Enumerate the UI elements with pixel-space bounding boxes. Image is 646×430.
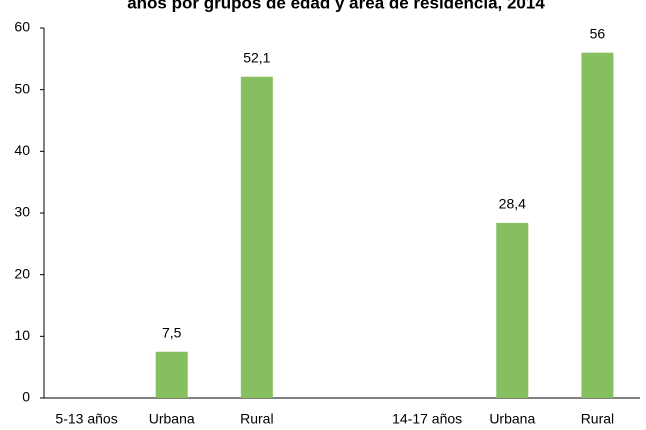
y-tick-label: 50 <box>14 80 30 96</box>
bar <box>155 351 188 398</box>
y-tick-label: 30 <box>14 204 30 220</box>
data-label: 28,4 <box>499 196 526 212</box>
x-tick-label: 5-13 años <box>55 411 117 427</box>
bar <box>240 76 273 398</box>
y-tick-label: 40 <box>14 142 30 158</box>
x-tick-label: Urbana <box>489 411 535 427</box>
y-tick-label: 0 <box>22 389 30 405</box>
data-label: 7,5 <box>162 324 182 340</box>
x-tick-label: Rural <box>581 411 614 427</box>
bar <box>581 52 614 399</box>
y-tick-label: 10 <box>14 327 30 343</box>
data-label: 56 <box>590 25 606 41</box>
data-label: 52,1 <box>243 49 270 65</box>
chart-title: años por grupos de edad y área de reside… <box>127 0 545 12</box>
x-tick-label: 14-17 años <box>392 411 462 427</box>
y-tick-label: 60 <box>14 19 30 35</box>
bar <box>496 222 529 398</box>
x-tick-label: Urbana <box>149 411 195 427</box>
y-tick-label: 20 <box>14 265 30 281</box>
x-tick-label: Rural <box>240 411 273 427</box>
